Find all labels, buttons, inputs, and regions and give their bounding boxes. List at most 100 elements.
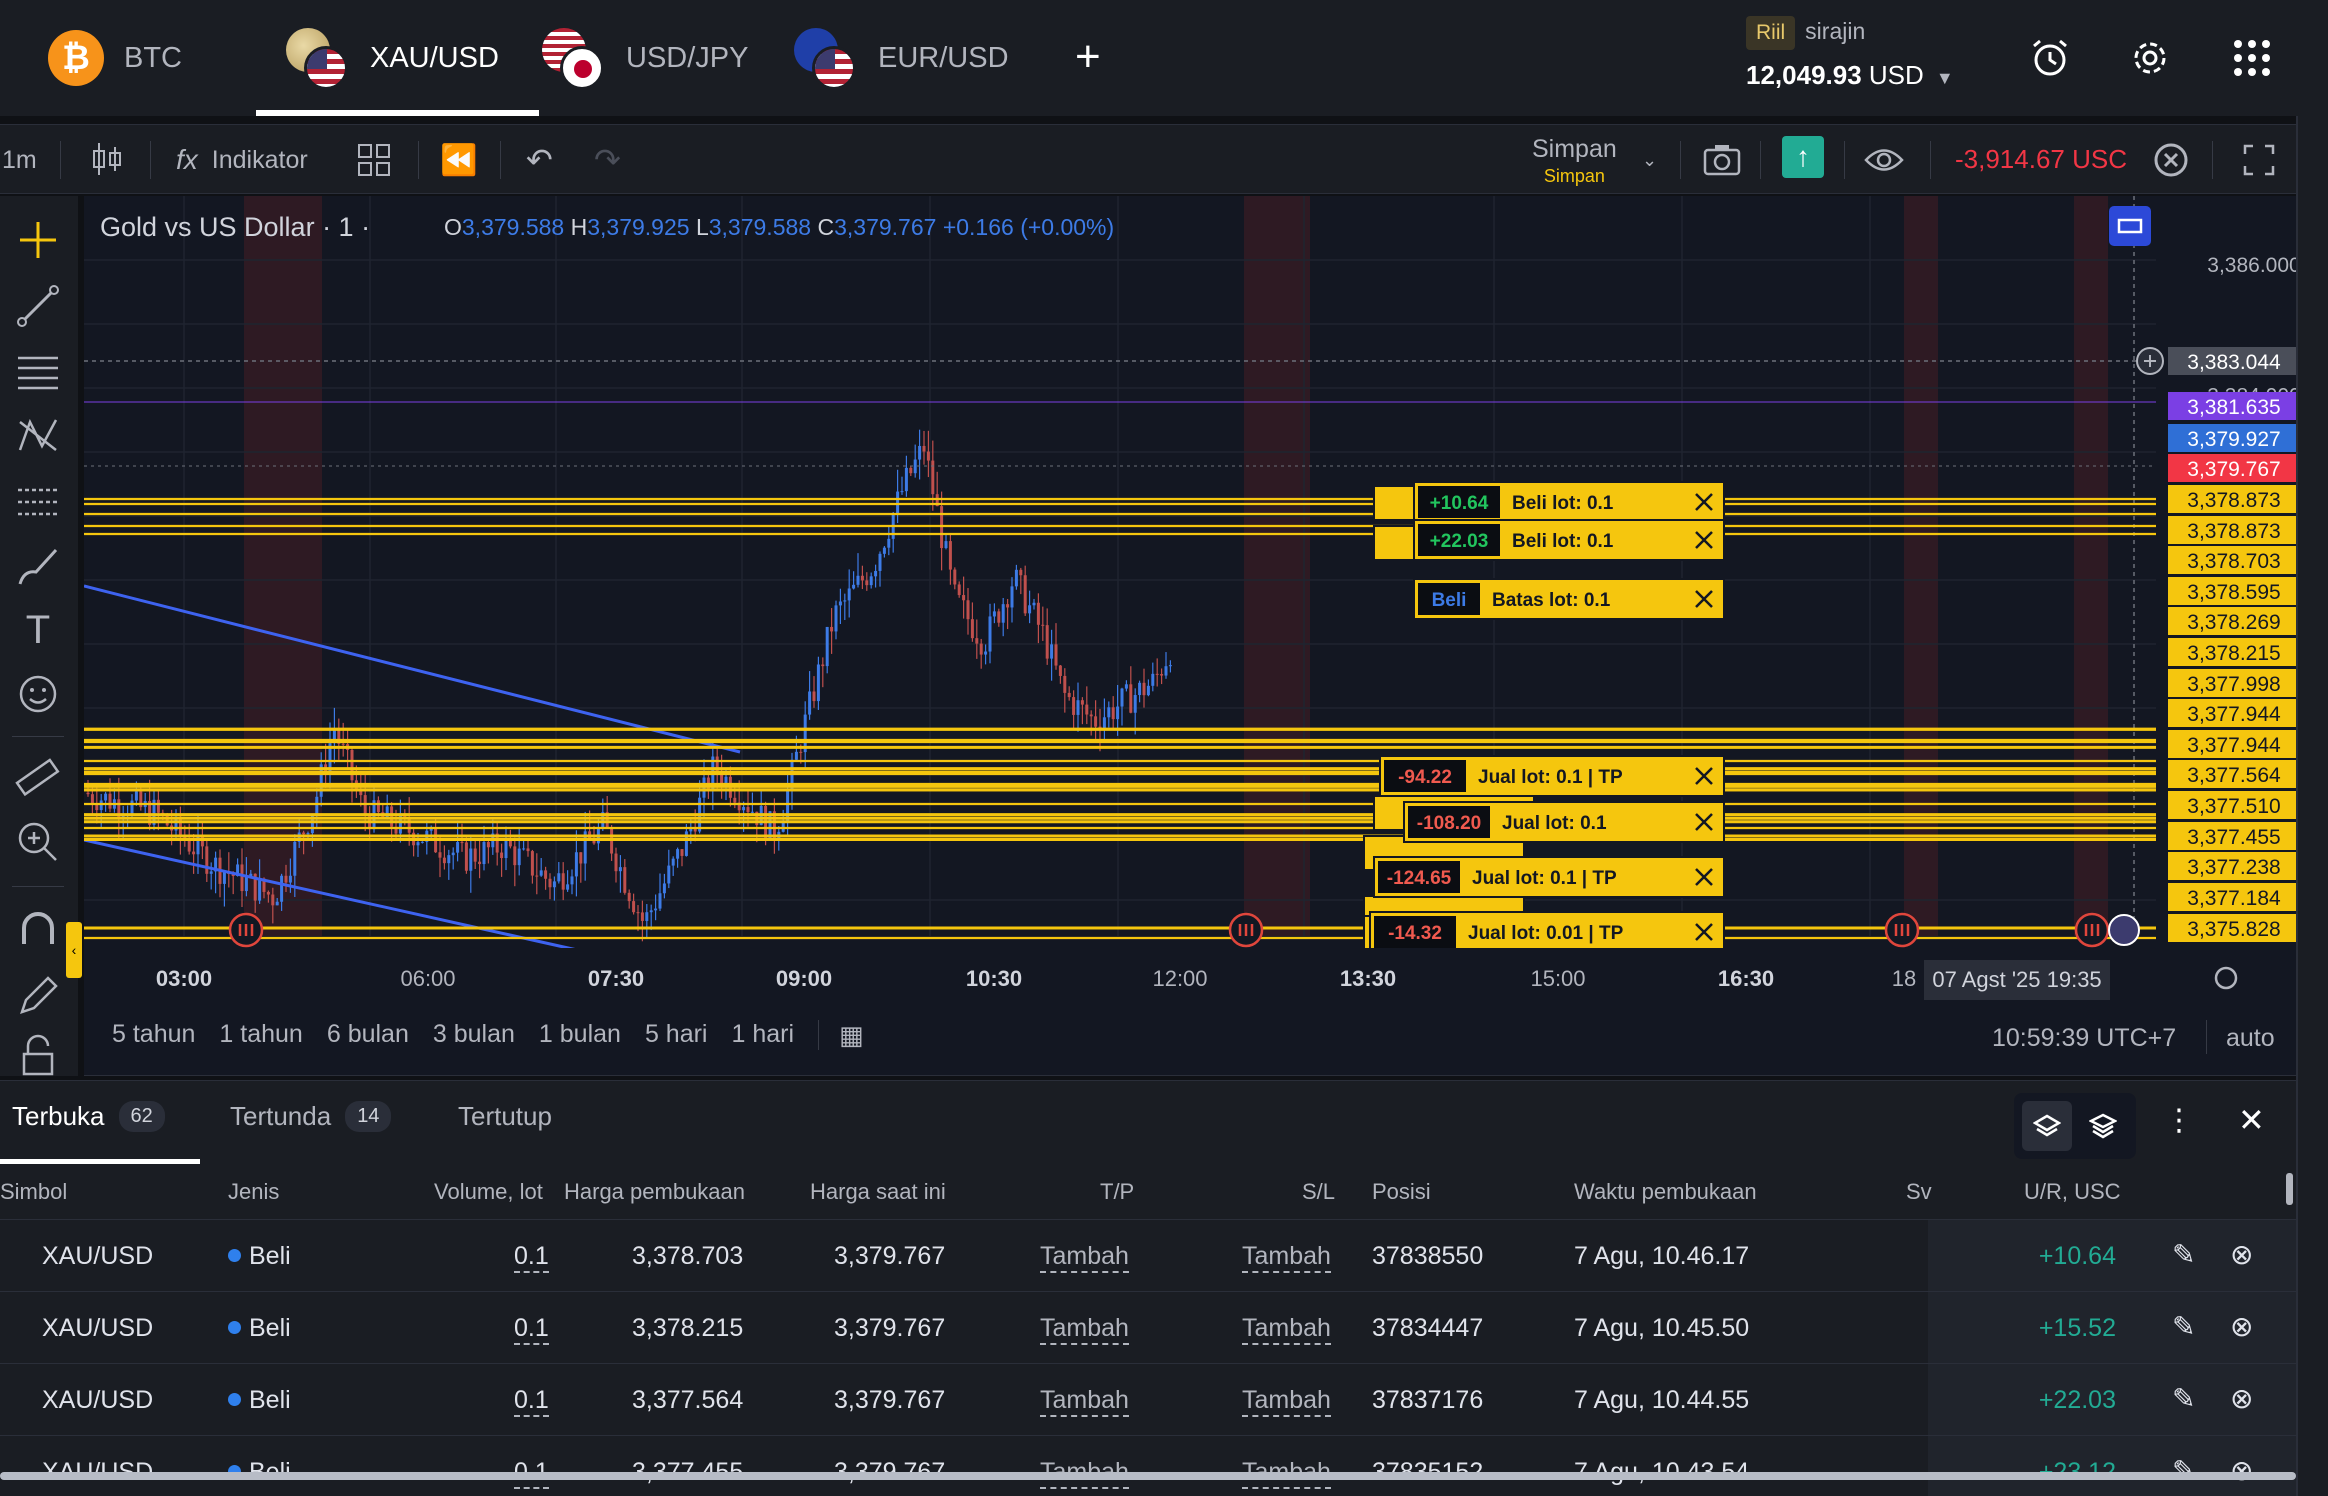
range-3m[interactable]: 3 bulan bbox=[432, 1020, 515, 1048]
close-position-icon[interactable]: ⊗ bbox=[2230, 1455, 2254, 1486]
tab-btc[interactable]: ₿ BTC bbox=[48, 0, 182, 116]
close-position-icon[interactable]: ⊗ bbox=[2230, 1239, 2254, 1270]
pattern-icon[interactable] bbox=[12, 410, 64, 462]
range-5y[interactable]: 5 tahun bbox=[112, 1020, 196, 1048]
price-label: 3,378.703 bbox=[2187, 550, 2280, 573]
table-row[interactable]: XAU/USD Beli 0.1 3,378.215 3,379.767 Tambah Ta… bbox=[0, 1291, 2296, 1364]
redo-icon[interactable]: ↷ bbox=[594, 142, 621, 178]
tab-xau-usd[interactable]: XAU/USD bbox=[256, 0, 539, 116]
close-circle-icon[interactable] bbox=[2152, 141, 2190, 179]
range-5d[interactable]: 5 hari bbox=[644, 1020, 708, 1048]
edit-icon[interactable]: ✎ bbox=[2172, 1239, 2196, 1270]
indicators-button[interactable]: fx Indikator bbox=[176, 144, 308, 175]
range-1d[interactable]: 1 hari bbox=[731, 1020, 795, 1048]
tp-add-link[interactable]: Tambah bbox=[1040, 1386, 1129, 1417]
alarm-clock-icon[interactable] bbox=[2028, 36, 2072, 80]
eye-icon[interactable] bbox=[1864, 143, 1904, 177]
pencil-lock-icon[interactable] bbox=[12, 970, 64, 1022]
price-label: 3,377.184 bbox=[2187, 887, 2281, 910]
arrow-up-icon[interactable]: ↑ bbox=[1782, 136, 1824, 178]
chart-canvas[interactable]: 3,386.0003,384.0003,382.0003,383.0443,38… bbox=[84, 196, 2296, 1076]
fullscreen-icon[interactable] bbox=[2242, 143, 2276, 177]
sync-button[interactable] bbox=[2109, 206, 2151, 246]
eur-usd-pair-icon bbox=[794, 28, 858, 90]
replay-icon[interactable]: ⏪ bbox=[440, 143, 478, 177]
undo-icon[interactable]: ↶ bbox=[526, 142, 553, 178]
collapse-toolbar-button[interactable]: ‹ bbox=[66, 922, 82, 978]
close-order-icon[interactable] bbox=[1695, 590, 1713, 608]
trend-line-icon[interactable] bbox=[12, 280, 64, 332]
layout-grid-icon[interactable] bbox=[356, 141, 392, 179]
close-position-icon[interactable]: ⊗ bbox=[2230, 1383, 2254, 1414]
horizontal-lines-icon[interactable] bbox=[12, 344, 64, 396]
candle-body bbox=[592, 840, 596, 844]
auto-scale-toggle[interactable]: auto bbox=[2226, 1024, 2275, 1052]
ruler-icon[interactable] bbox=[12, 752, 64, 804]
more-vertical-icon[interactable]: ⋮ bbox=[2164, 1104, 2194, 1137]
tab-eur-usd[interactable]: EUR/USD bbox=[794, 0, 1009, 116]
save-layout-button[interactable]: Simpan Simpan bbox=[1532, 135, 1617, 186]
magnet-icon[interactable] bbox=[12, 904, 64, 956]
account-user: sirajin bbox=[1805, 18, 1866, 44]
layers-stack-icon[interactable] bbox=[2078, 1101, 2128, 1151]
tp-add-link[interactable]: Tambah bbox=[1040, 1314, 1129, 1345]
brush-icon[interactable] bbox=[12, 540, 64, 592]
range-6m[interactable]: 6 bulan bbox=[326, 1020, 409, 1048]
add-tab-plus-icon[interactable]: + bbox=[1075, 32, 1101, 81]
chevron-down-icon[interactable]: ⌄ bbox=[1642, 149, 1658, 170]
edit-icon[interactable]: ✎ bbox=[2172, 1311, 2196, 1342]
edit-icon[interactable]: ✎ bbox=[2172, 1383, 2196, 1414]
volume-cell[interactable]: 0.1 bbox=[514, 1386, 549, 1417]
close-order-icon[interactable] bbox=[1695, 923, 1713, 941]
crosshair-icon[interactable] bbox=[12, 214, 64, 266]
close-order-icon[interactable] bbox=[1695, 531, 1713, 549]
tab-open-positions[interactable]: Terbuka 62 bbox=[12, 1101, 165, 1132]
candle-body bbox=[781, 821, 785, 832]
apps-grid-icon[interactable] bbox=[2230, 36, 2274, 80]
layers-icon[interactable] bbox=[2022, 1101, 2072, 1151]
sl-add-link[interactable]: Tambah bbox=[1242, 1242, 1331, 1273]
close-order-icon[interactable] bbox=[1695, 767, 1713, 785]
candles-type-icon[interactable] bbox=[90, 139, 124, 179]
volume-cell[interactable]: 0.1 bbox=[514, 1242, 549, 1273]
table-row[interactable]: XAU/USD Beli 0.1 3,377.564 3,379.767 Tambah Ta… bbox=[0, 1363, 2296, 1436]
candle-body bbox=[957, 584, 961, 596]
camera-icon[interactable] bbox=[1702, 141, 1742, 179]
candle-body bbox=[1001, 604, 1005, 623]
session-shade bbox=[1904, 196, 1938, 936]
emoji-icon[interactable] bbox=[12, 668, 64, 720]
close-order-icon[interactable] bbox=[1695, 493, 1713, 511]
tab-closed-positions[interactable]: Tertutup bbox=[458, 1101, 552, 1131]
close-position-icon[interactable]: ⊗ bbox=[2230, 1311, 2254, 1342]
edit-icon[interactable]: ✎ bbox=[2172, 1455, 2196, 1486]
sl-add-link[interactable]: Tambah bbox=[1242, 1314, 1331, 1345]
table-row[interactable]: XAU/USD Beli 0.1 3,378.703 3,379.767 Tambah Ta… bbox=[0, 1219, 2296, 1292]
event-bars bbox=[1894, 924, 1910, 936]
range-1y[interactable]: 1 tahun bbox=[219, 1020, 303, 1048]
timeframe-button[interactable]: 1m bbox=[2, 145, 37, 174]
tab-usd-jpy[interactable]: USD/JPY bbox=[542, 0, 748, 116]
sl-add-link[interactable]: Tambah bbox=[1242, 1386, 1331, 1417]
range-1m[interactable]: 1 bulan bbox=[538, 1020, 621, 1048]
fib-retracement-icon[interactable] bbox=[12, 474, 64, 526]
zoom-in-icon[interactable] bbox=[12, 816, 64, 868]
us-flag-event-icon[interactable] bbox=[2108, 914, 2140, 946]
time-axis-settings-icon[interactable] bbox=[2214, 966, 2238, 990]
tab-pending-orders[interactable]: Tertunda 14 bbox=[230, 1101, 392, 1132]
volume-cell[interactable]: 0.1 bbox=[514, 1314, 549, 1345]
horizontal-scrollbar[interactable] bbox=[0, 1472, 2296, 1480]
close-order-icon[interactable] bbox=[1695, 813, 1713, 831]
table-scrollbar[interactable] bbox=[2286, 1173, 2293, 1205]
tp-add-link[interactable]: Tambah bbox=[1040, 1242, 1129, 1273]
close-order-icon[interactable] bbox=[1695, 868, 1713, 886]
candle-body bbox=[970, 619, 974, 639]
gear-icon[interactable] bbox=[2128, 36, 2172, 80]
candle-body bbox=[192, 851, 196, 855]
table-row[interactable]: XAU/USDBeli0.13,377.4553,379.767TambahTa… bbox=[0, 1435, 2296, 1496]
lock-icon[interactable] bbox=[12, 1032, 64, 1076]
account-selector[interactable]: Riil sirajin 12,049.93 USD ▼ bbox=[1746, 16, 1954, 91]
price-chart[interactable]: 3,386.0003,384.0003,382.0003,383.0443,38… bbox=[84, 196, 2296, 1076]
close-icon[interactable]: ✕ bbox=[2238, 1102, 2265, 1138]
text-tool-icon[interactable]: T bbox=[25, 607, 51, 652]
calendar-range-icon[interactable]: ▦ bbox=[839, 1020, 864, 1050]
